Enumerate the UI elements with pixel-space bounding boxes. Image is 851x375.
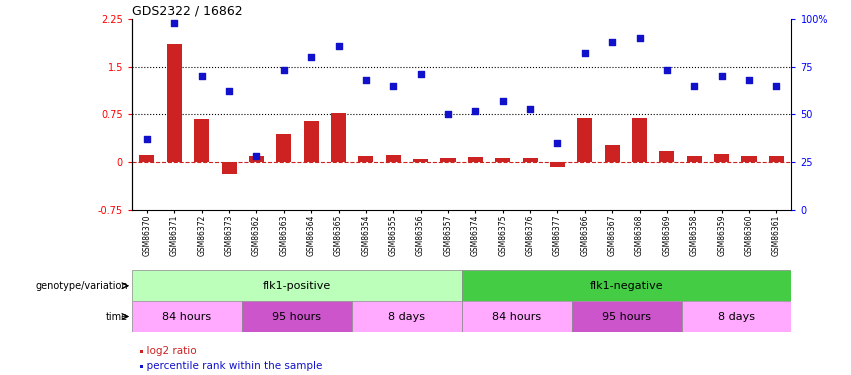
Bar bbox=[221, 162, 237, 174]
Point bbox=[469, 108, 483, 114]
Point bbox=[496, 98, 510, 104]
Text: percentile rank within the sample: percentile rank within the sample bbox=[140, 361, 323, 371]
Text: GDS2322 / 16862: GDS2322 / 16862 bbox=[132, 4, 243, 18]
Bar bbox=[132, 301, 242, 332]
Point bbox=[551, 140, 564, 146]
Bar bbox=[358, 156, 374, 162]
Bar bbox=[351, 301, 461, 332]
Bar bbox=[523, 158, 538, 162]
Bar bbox=[413, 159, 428, 162]
Point bbox=[140, 136, 154, 142]
Bar bbox=[741, 156, 757, 162]
Bar bbox=[495, 158, 511, 162]
Point bbox=[386, 83, 400, 89]
Text: log2 ratio: log2 ratio bbox=[140, 346, 197, 356]
Bar bbox=[572, 301, 682, 332]
Point bbox=[605, 39, 619, 45]
Bar bbox=[304, 121, 318, 162]
Point bbox=[305, 54, 318, 60]
Bar bbox=[242, 301, 351, 332]
Point bbox=[633, 35, 647, 41]
Point bbox=[277, 68, 290, 74]
Bar bbox=[167, 44, 182, 162]
Bar bbox=[682, 301, 791, 332]
Bar bbox=[468, 157, 483, 162]
Point bbox=[441, 111, 454, 117]
Bar bbox=[194, 119, 209, 162]
Bar bbox=[632, 118, 647, 162]
Text: 95 hours: 95 hours bbox=[602, 312, 651, 321]
Bar bbox=[768, 156, 784, 162]
Bar bbox=[277, 134, 291, 162]
Point bbox=[742, 77, 756, 83]
Text: 8 days: 8 days bbox=[388, 312, 426, 321]
Point bbox=[414, 71, 427, 77]
Bar bbox=[248, 156, 264, 162]
Point bbox=[769, 83, 783, 89]
Text: 8 days: 8 days bbox=[718, 312, 755, 321]
Bar bbox=[605, 145, 620, 162]
Point bbox=[249, 153, 263, 159]
Bar bbox=[461, 301, 572, 332]
Text: 84 hours: 84 hours bbox=[492, 312, 541, 321]
Point bbox=[359, 77, 373, 83]
Bar bbox=[660, 152, 675, 162]
Bar bbox=[386, 154, 401, 162]
Bar bbox=[461, 270, 791, 301]
Point bbox=[715, 73, 728, 79]
Text: 84 hours: 84 hours bbox=[163, 312, 211, 321]
Bar bbox=[687, 156, 702, 162]
Text: time: time bbox=[106, 312, 128, 321]
Point bbox=[688, 83, 701, 89]
Text: genotype/variation: genotype/variation bbox=[35, 281, 128, 291]
Point bbox=[222, 88, 236, 94]
Point bbox=[332, 42, 346, 48]
Bar bbox=[577, 118, 592, 162]
Text: 95 hours: 95 hours bbox=[272, 312, 322, 321]
Point bbox=[168, 20, 181, 26]
Bar bbox=[132, 270, 461, 301]
Point bbox=[195, 73, 208, 79]
Bar bbox=[550, 162, 565, 167]
Point bbox=[578, 50, 591, 56]
Text: flk1-negative: flk1-negative bbox=[590, 281, 664, 291]
Bar bbox=[331, 113, 346, 162]
Point bbox=[660, 68, 674, 74]
Bar bbox=[441, 158, 455, 162]
Bar bbox=[140, 154, 155, 162]
Text: flk1-positive: flk1-positive bbox=[263, 281, 331, 291]
Bar bbox=[714, 154, 729, 162]
Point bbox=[523, 106, 537, 112]
